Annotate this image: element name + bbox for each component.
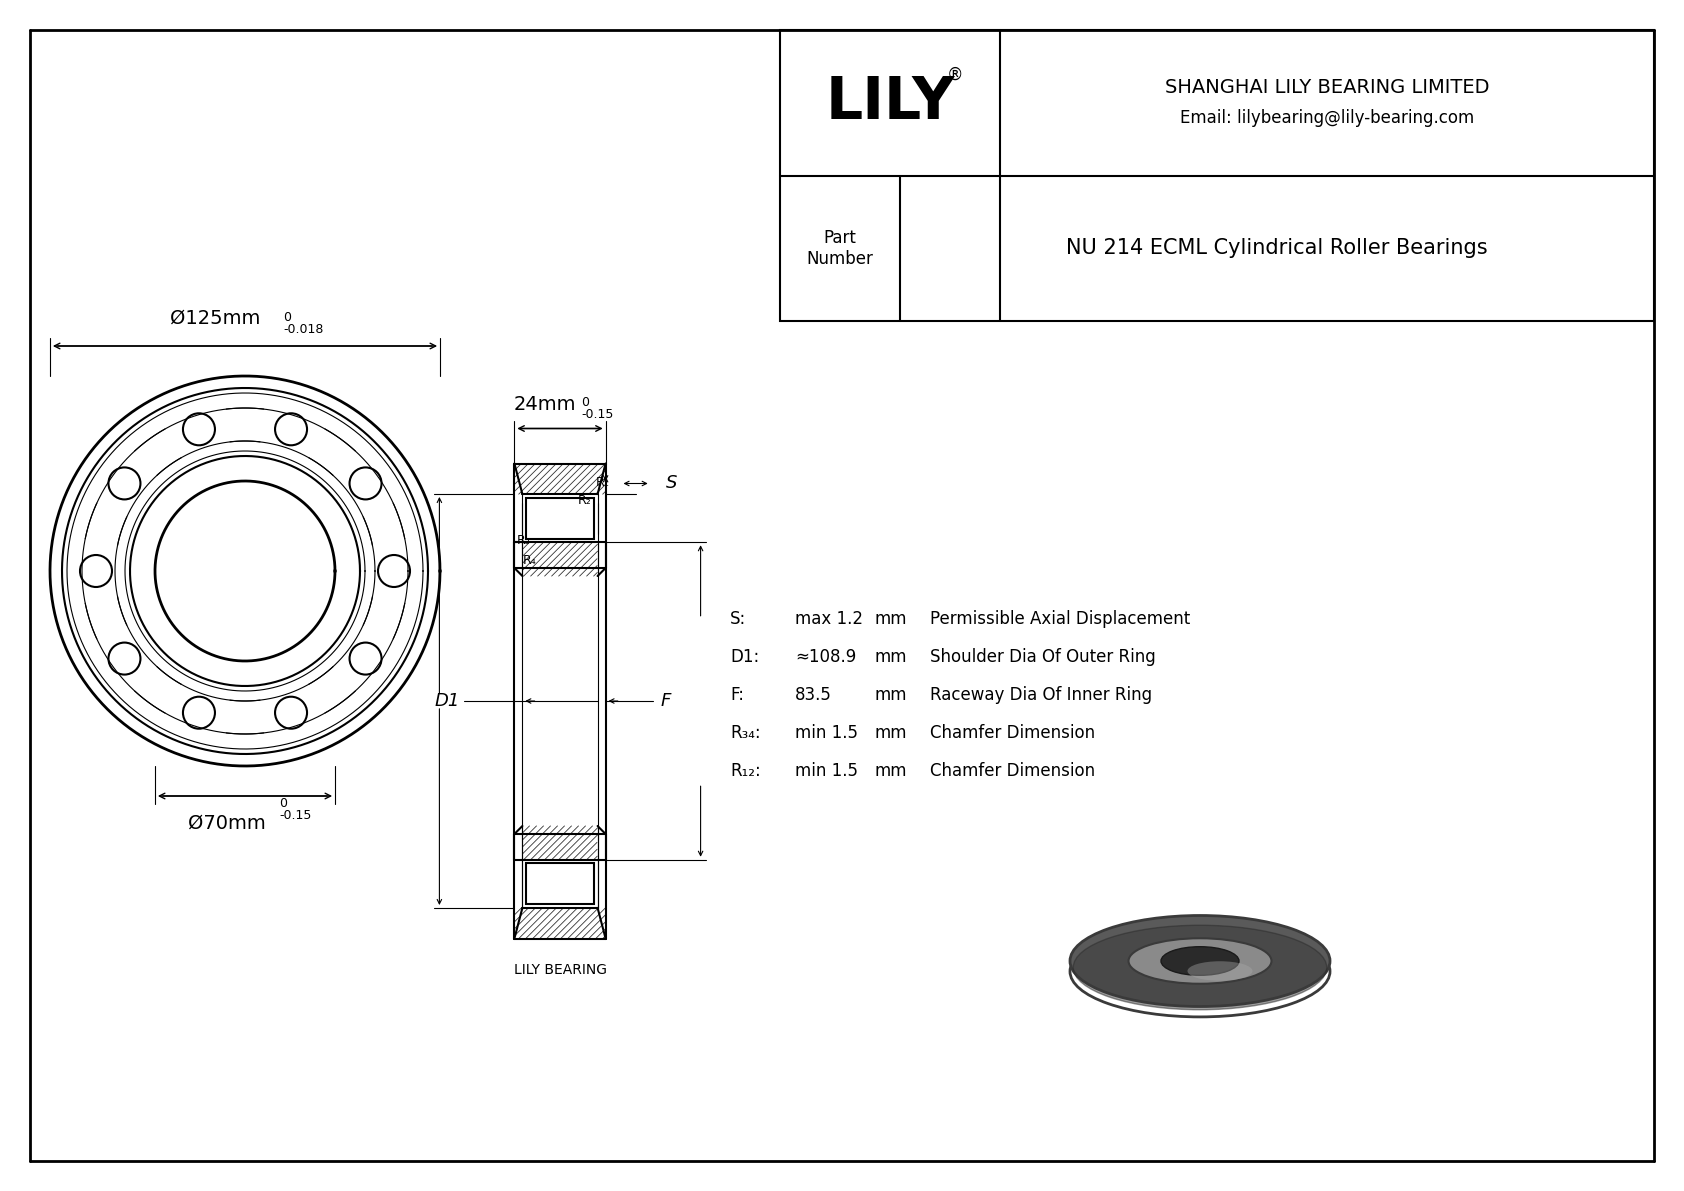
Text: mm: mm	[876, 648, 908, 666]
Ellipse shape	[1073, 925, 1327, 1010]
Text: R₃₄:: R₃₄:	[729, 724, 761, 742]
Text: R₁₂:: R₁₂:	[729, 762, 761, 780]
Ellipse shape	[1187, 961, 1253, 980]
Text: Ø70mm: Ø70mm	[189, 813, 266, 833]
Bar	[525, 863, 594, 904]
Text: NU 214 ECML Cylindrical Roller Bearings: NU 214 ECML Cylindrical Roller Bearings	[1066, 238, 1487, 258]
Text: -0.15: -0.15	[581, 409, 613, 422]
Text: ®: ®	[946, 66, 963, 83]
Text: 83.5: 83.5	[795, 686, 832, 704]
Text: LILY: LILY	[825, 74, 955, 131]
Bar	[522, 827, 598, 860]
Text: D1:: D1:	[729, 648, 759, 666]
Text: Shoulder Dia Of Outer Ring: Shoulder Dia Of Outer Ring	[930, 648, 1155, 666]
Bar	[525, 498, 594, 538]
Text: 0: 0	[581, 397, 589, 410]
Ellipse shape	[1128, 939, 1271, 984]
Text: F:: F:	[729, 686, 744, 704]
Text: mm: mm	[876, 762, 908, 780]
Text: SHANGHAI LILY BEARING LIMITED: SHANGHAI LILY BEARING LIMITED	[1165, 79, 1489, 98]
Text: LILY BEARING: LILY BEARING	[514, 964, 606, 978]
Text: Chamfer Dimension: Chamfer Dimension	[930, 724, 1095, 742]
Bar	[514, 908, 606, 939]
Text: Ø125mm: Ø125mm	[170, 308, 261, 328]
Text: 0: 0	[280, 797, 286, 810]
Text: 24mm: 24mm	[514, 394, 576, 413]
Text: 0: 0	[283, 311, 291, 324]
Ellipse shape	[1160, 947, 1239, 975]
Text: R₃: R₃	[517, 534, 530, 547]
Text: mm: mm	[876, 724, 908, 742]
Text: S:: S:	[729, 610, 746, 628]
Text: -0.15: -0.15	[280, 809, 312, 822]
Text: min 1.5: min 1.5	[795, 762, 859, 780]
Text: min 1.5: min 1.5	[795, 724, 859, 742]
Text: Chamfer Dimension: Chamfer Dimension	[930, 762, 1095, 780]
Text: Part
Number: Part Number	[807, 229, 874, 268]
Text: F: F	[660, 692, 670, 710]
Text: R₂: R₂	[578, 493, 591, 506]
Bar	[522, 542, 598, 576]
Text: ≈108.9: ≈108.9	[795, 648, 855, 666]
Bar	[780, 30, 1654, 322]
Text: -0.018: -0.018	[283, 323, 323, 336]
Bar	[514, 463, 606, 494]
Text: max 1.2: max 1.2	[795, 610, 862, 628]
Ellipse shape	[1069, 916, 1330, 1006]
Text: mm: mm	[876, 686, 908, 704]
Text: Permissible Axial Displacement: Permissible Axial Displacement	[930, 610, 1191, 628]
Text: Raceway Dia Of Inner Ring: Raceway Dia Of Inner Ring	[930, 686, 1152, 704]
Text: R₄: R₄	[522, 554, 536, 567]
Text: mm: mm	[876, 610, 908, 628]
Text: Email: lilybearing@lily-bearing.com: Email: lilybearing@lily-bearing.com	[1180, 108, 1474, 126]
Text: D1: D1	[434, 692, 460, 710]
Text: R₁: R₁	[596, 475, 610, 488]
Text: S: S	[665, 474, 677, 493]
